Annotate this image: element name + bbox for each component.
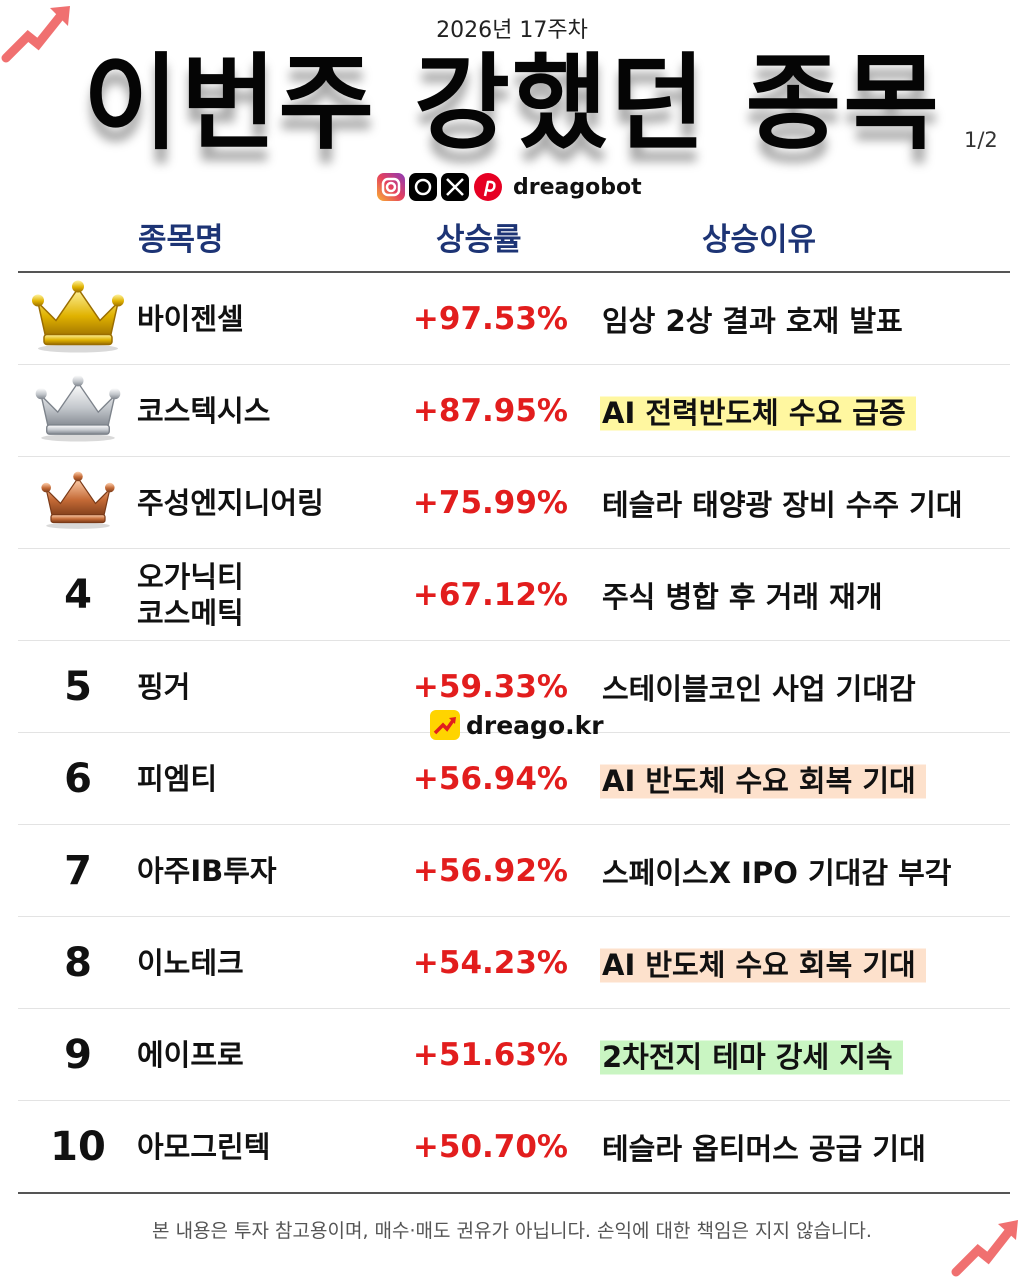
column-header: 상승이유 <box>702 222 817 258</box>
page-indicator: 1/2 <box>964 128 998 152</box>
table-row: 10 아모그린텍 +50.70% 테슬라 옵티머스 공급 기대 <box>18 1101 1010 1192</box>
stock-name: 바이젠셀 <box>137 301 244 336</box>
rank: 5 <box>64 663 92 710</box>
corner-arrow <box>1 6 70 63</box>
reason: AI 전력반도체 수요 급증 <box>600 387 916 434</box>
change-rate: +54.23% <box>412 944 568 981</box>
stock-name: 에이프로 <box>137 1037 244 1072</box>
stock-name: 오가닉티 코스메틱 <box>137 559 244 630</box>
reason: 임상 2상 결과 호재 발표 <box>602 303 903 338</box>
table-row: 7 아주IB투자 +56.92% 스페이스X IPO 기대감 부각 <box>18 825 1010 917</box>
crown <box>32 280 124 352</box>
table-row: 8 이노테크 +54.23% AI 반도체 수요 회복 기대 <box>18 917 1010 1009</box>
change-rate: +97.53% <box>412 300 568 337</box>
crown-icon <box>32 371 124 450</box>
change-rate: +56.92% <box>412 852 568 889</box>
table-row: 9 에이프로 +51.63% 2차전지 테마 강세 지속 <box>18 1009 1010 1101</box>
rank: 8 <box>64 939 92 986</box>
crown-icon <box>28 276 128 361</box>
stock-name: 피엠티 <box>137 761 218 796</box>
table-row: 6 피엠티 +56.94% AI 반도체 수요 회복 기대 <box>18 733 1010 825</box>
reason: AI 반도체 수요 회복 기대 <box>600 939 926 986</box>
rank: 9 <box>64 1031 92 1078</box>
reason: 2차전지 테마 강세 지속 <box>600 1031 903 1078</box>
reason: 테슬라 태양광 장비 수주 기대 <box>602 487 963 522</box>
change-rate: +87.95% <box>412 392 568 429</box>
change-rate: +50.70% <box>412 1128 568 1165</box>
stock-name: 아주IB투자 <box>137 853 277 888</box>
stock-name: 핑거 <box>137 669 191 704</box>
disclaimer: 본 내용은 투자 참고용이며, 매수·매도 권유가 아닙니다. 손익에 대한 책… <box>152 1220 872 1242</box>
crown <box>35 374 121 442</box>
change-rate: +75.99% <box>412 484 568 521</box>
column-header: 종목명 <box>138 222 224 258</box>
stock-name: 코스텍시스 <box>137 393 271 428</box>
reason: 스테이블코인 사업 기대감 <box>602 671 916 706</box>
corner-arrow <box>951 1220 1018 1277</box>
change-rate: +59.33% <box>412 668 568 705</box>
rank: 4 <box>64 571 92 618</box>
stock-table: 바이젠셀 +97.53% 임상 2상 결과 호재 발표 코스텍시스 +87.95% AI… <box>18 271 1010 1194</box>
rank: 10 <box>50 1123 106 1170</box>
column-header: 상승률 <box>436 222 522 258</box>
crown-icon <box>38 468 118 537</box>
social-bar: dreagobot <box>376 172 642 202</box>
table-row: 바이젠셀 +97.53% 임상 2상 결과 호재 발표 <box>18 273 1010 365</box>
table-row: 4 오가닉티 코스메틱 +67.12% 주식 병합 후 거래 재개 <box>18 549 1010 641</box>
table-row: 주성엔지니어링 +75.99% 테슬라 태양광 장비 수주 기대 <box>18 457 1010 549</box>
change-rate: +51.63% <box>412 1036 568 1073</box>
title: 이번주 강했던 종목 <box>83 42 941 164</box>
week-label: 2026년 17주차 <box>436 18 588 43</box>
watermark: dreago.kr <box>430 710 604 740</box>
reason: 스페이스X IPO 기대감 부각 <box>602 855 952 890</box>
rank: 6 <box>64 755 92 802</box>
reason: 주식 병합 후 거래 재개 <box>602 579 883 614</box>
change-rate: +56.94% <box>412 760 568 797</box>
reason: AI 반도체 수요 회복 기대 <box>600 755 926 802</box>
crown <box>41 471 115 529</box>
social-icons <box>377 173 502 201</box>
rank: 7 <box>64 847 92 894</box>
stock-name: 아모그린텍 <box>137 1129 271 1164</box>
handle: dreagobot <box>513 174 642 200</box>
watermark-icon <box>430 710 460 740</box>
stock-name: 이노테크 <box>137 945 244 980</box>
reason: 테슬라 옵티머스 공급 기대 <box>602 1131 926 1166</box>
stock-name: 주성엔지니어링 <box>137 485 324 520</box>
table-row: 코스텍시스 +87.95% AI 전력반도체 수요 급증 <box>18 365 1010 457</box>
change-rate: +67.12% <box>412 576 568 613</box>
watermark-text: dreago.kr <box>466 710 604 740</box>
table-row: 5 핑거 +59.33% 스테이블코인 사업 기대감 <box>18 641 1010 733</box>
